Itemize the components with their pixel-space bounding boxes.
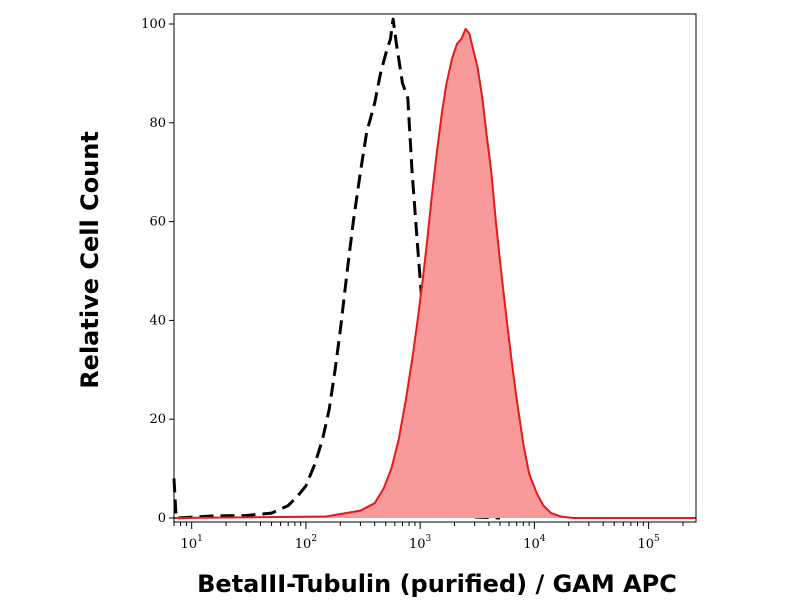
y-tick-label: 100 (141, 17, 166, 32)
x-tick-label: 101 (181, 534, 203, 552)
y-tick-label: 60 (149, 215, 166, 230)
plot-area (172, 17, 696, 520)
y-tick-label: 40 (149, 313, 166, 328)
series-1-line (173, 27, 696, 519)
y-tick-label: 80 (149, 116, 166, 131)
x-tick-label: 102 (295, 534, 317, 552)
series-1-area (174, 28, 696, 519)
y-tick-label: 20 (149, 412, 166, 427)
x-tick-label: 105 (637, 534, 660, 552)
y-axis-title: Relative Cell Count (76, 131, 104, 389)
y-tick-label: 0 (158, 511, 166, 526)
x-tick-label: 104 (523, 534, 546, 552)
y-axis: 0 20 40 60 80 100 (141, 17, 174, 526)
x-tick-label: 103 (409, 534, 432, 552)
x-axis: 101 102 103 104 105 (173, 522, 684, 552)
plot-frame (173, 13, 697, 523)
x-axis-title: BetaIII-Tubulin (purified) / GAM APC (197, 570, 677, 598)
